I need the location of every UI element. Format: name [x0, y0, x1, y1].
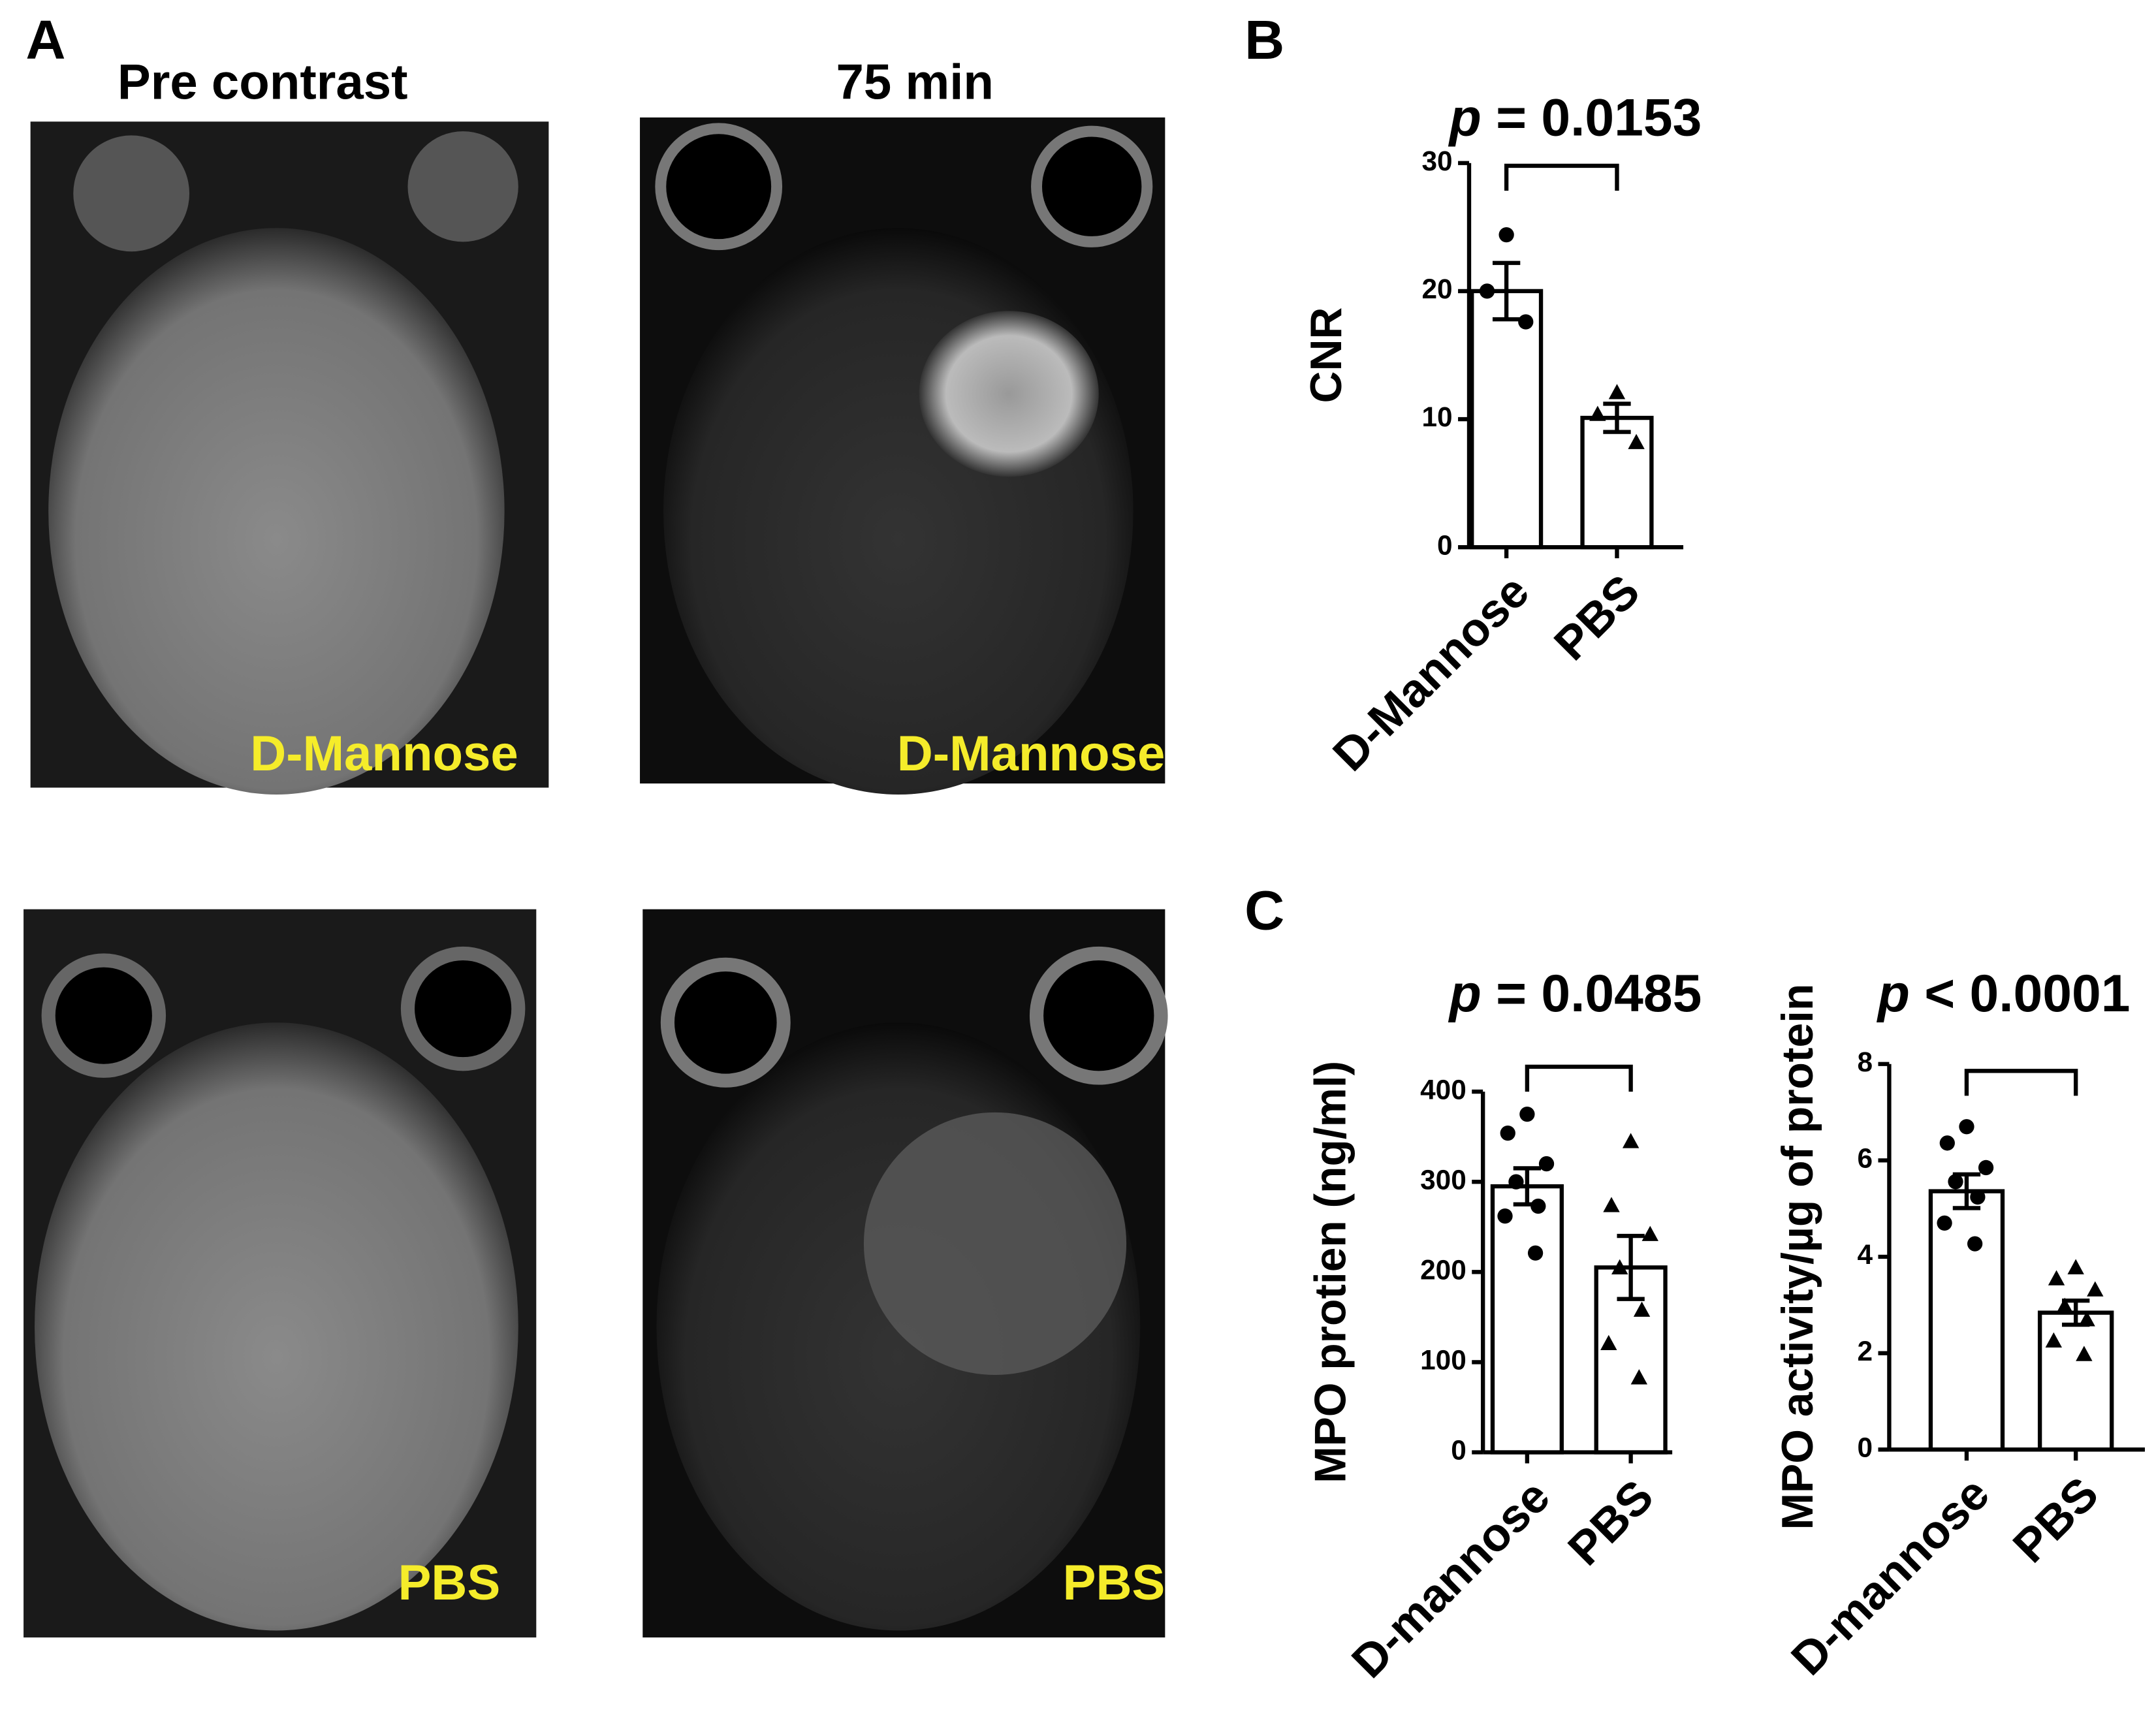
panel-label: A [25, 8, 65, 71]
data-point [1937, 1215, 1952, 1231]
data-point [1641, 1225, 1658, 1241]
data-point [1530, 1198, 1546, 1214]
data-point [2078, 1311, 2095, 1327]
image-label: D-Mannose [250, 726, 518, 781]
x-tick-label: PBS [1559, 1470, 1664, 1575]
x-tick-label: D-Mannose [1324, 565, 1540, 781]
bar [1490, 1184, 1564, 1455]
data-point [1622, 1133, 1640, 1148]
annotation-text: = 0.0153 [1496, 89, 1702, 148]
data-point [1630, 1369, 1648, 1385]
bar [1470, 289, 1544, 550]
mri-image [30, 121, 549, 795]
data-point [1500, 1125, 1515, 1141]
data-point [2067, 1259, 2084, 1274]
data-point [1611, 1259, 1628, 1274]
panel-label: C [1244, 879, 1284, 941]
data-point [1959, 1119, 1974, 1135]
data-point [1939, 1135, 1955, 1151]
data-point [1967, 1236, 1983, 1252]
y-axis-label: MPO protien (ng/ml) [1306, 1061, 1355, 1483]
column-title: Pre contrast [118, 54, 408, 110]
data-point [1633, 1301, 1651, 1317]
image-label: D-Mannose [897, 726, 1165, 781]
data-point [1527, 1245, 1544, 1261]
y-tick-label: 100 [1420, 1345, 1466, 1376]
data-point [1518, 314, 1534, 330]
x-tick-label: PBS [1544, 565, 1649, 670]
data-point [1970, 1189, 1986, 1205]
data-point [2076, 1346, 2093, 1361]
y-tick-label: 8 [1857, 1047, 1873, 1077]
mri-image [24, 909, 537, 1638]
annotation-p: p [1877, 964, 1910, 1023]
data-point [1497, 1208, 1513, 1224]
significance-bracket [1525, 1064, 1633, 1092]
data-point [2045, 1332, 2062, 1348]
data-point [1519, 1106, 1535, 1122]
annotation-text: < 0.0001 [1924, 964, 2130, 1023]
annotation-text: = 0.0485 [1496, 964, 1702, 1023]
data-point [1603, 1197, 1620, 1212]
data-point [1948, 1174, 1963, 1190]
y-tick-label: 4 [1857, 1239, 1873, 1270]
significance-bracket [1964, 1069, 2078, 1096]
y-tick-label: 0 [1437, 529, 1453, 560]
y-tick-label: 20 [1421, 274, 1452, 304]
column-title: 75 min [836, 54, 994, 110]
data-point [1479, 283, 1495, 299]
data-point [2087, 1281, 2104, 1297]
data-point [1608, 384, 1626, 400]
annotation-p: p [1448, 964, 1482, 1023]
y-tick-label: 10 [1421, 402, 1452, 432]
y-tick-label: 200 [1420, 1254, 1466, 1285]
image-label: PBS [1063, 1555, 1165, 1611]
data-point [2056, 1297, 2073, 1313]
y-tick-label: 0 [1857, 1432, 1873, 1462]
mri-image [642, 909, 1168, 1638]
bar [2037, 1310, 2114, 1452]
y-tick-label: 30 [1421, 146, 1452, 176]
y-tick-label: 2 [1857, 1336, 1873, 1366]
annotation-p: p [1448, 89, 1482, 148]
x-tick-label: D-mannose [1342, 1470, 1560, 1688]
y-tick-label: 300 [1420, 1164, 1466, 1195]
data-point [2048, 1270, 2065, 1285]
y-tick-label: 6 [1857, 1143, 1873, 1174]
bar [1580, 415, 1654, 550]
annotation: p = 0.0485 [1448, 964, 1702, 1023]
panel-label: B [1244, 8, 1284, 71]
image-label: PBS [398, 1555, 501, 1611]
data-point [1538, 1156, 1555, 1172]
y-tick-label: 0 [1451, 1435, 1466, 1466]
data-point [1589, 405, 1606, 421]
annotation: p < 0.0001 [1877, 964, 2131, 1023]
y-axis-label: MPO activity/µg of protein [1773, 984, 1822, 1530]
data-point [1498, 227, 1514, 243]
data-point [1600, 1334, 1617, 1350]
mri-image [640, 117, 1165, 795]
data-point [1978, 1159, 1994, 1176]
data-point [1628, 434, 1645, 449]
y-axis-label: CNR [1302, 308, 1351, 403]
data-point [1508, 1174, 1524, 1190]
y-tick-label: 400 [1420, 1074, 1466, 1105]
annotation: p = 0.0153 [1448, 89, 1702, 148]
significance-bracket [1504, 163, 1619, 191]
x-tick-label: PBS [2003, 1468, 2108, 1573]
